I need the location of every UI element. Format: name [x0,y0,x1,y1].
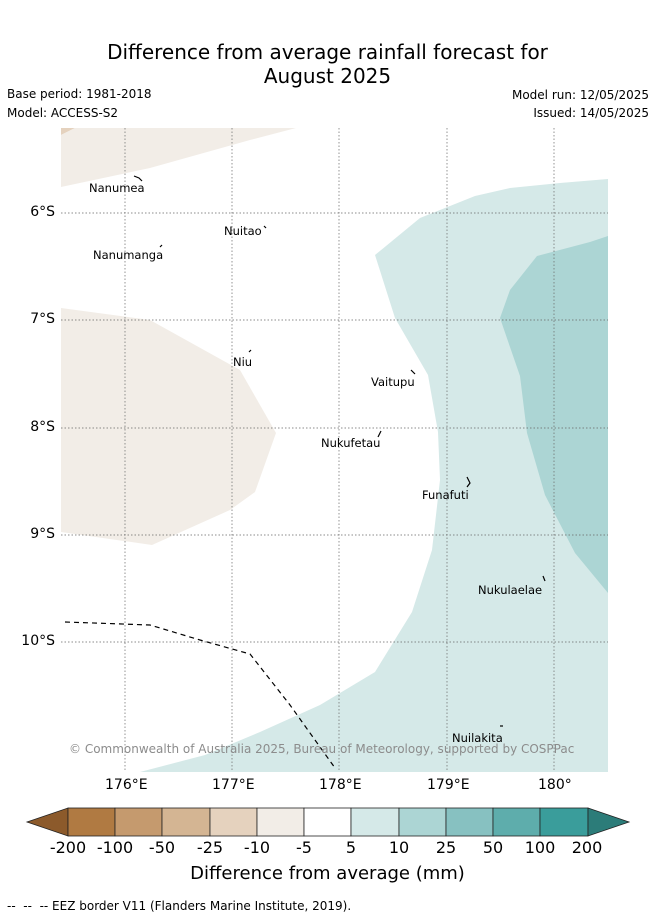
issued-date: Issued: 14/05/2025 [533,106,649,120]
lat-tick-7s: 7°S [30,311,55,327]
above-average-region-east [140,179,608,772]
nukulaelae-atoll-icon [542,575,546,582]
lat-tick-9s: 9°S [30,526,55,542]
colorbar-label: 25 [435,838,457,857]
lat-tick-8s: 8°S [30,419,55,435]
lon-tick-178e: 178°E [319,777,362,793]
colorbar-label: -25 [196,838,224,857]
island-label-nanumanga: Nanumanga [93,248,164,262]
island-label-nuilakita: Nuilakita [452,731,503,745]
above-average-region-east-strong [500,236,608,593]
copyright-notice: © Commonwealth of Australia 2025, Bureau… [69,742,575,756]
nuitao-atoll-icon [263,225,267,229]
lon-tick-177e: 177°E [212,777,255,793]
nukufetau-atoll-icon [377,430,382,438]
nanumea-atoll-icon [133,175,143,182]
lon-tick-179e: 179°E [427,777,470,793]
niu-atoll-icon [248,349,252,353]
colorbar-label: 100 [524,838,556,857]
island-label-nanumea: Nanumea [89,181,145,195]
title-line-2: August 2025 [263,64,392,88]
lon-tick-180: 180° [538,777,572,793]
island-label-funafuti: Funafuti [422,488,469,502]
colorbar-label: -100 [96,838,134,857]
colorbar-label: 50 [482,838,504,857]
colorbar-title: Difference from average (mm) [190,863,465,884]
eez-border [64,621,336,769]
colorbar-label: -5 [296,838,312,857]
base-period: Base period: 1981-2018 [7,87,152,101]
island-label-nukufetau: Nukufetau [321,436,381,450]
colorbar-label: -200 [49,838,87,857]
below-average-region-west [61,308,276,545]
funafuti-atoll-icon [466,476,471,488]
island-label-niu: Niu [233,355,253,369]
colorbar-label: -50 [148,838,176,857]
colorbar-label: 200 [571,838,603,857]
colorbar-label: 5 [345,838,357,857]
colorbar [25,807,631,837]
colorbar-label: -10 [243,838,271,857]
island-label-vaitupu: Vaitupu [371,375,415,389]
vaitupu-atoll-icon [410,369,416,375]
map-title: Difference from average rainfall forecas… [0,40,655,88]
island-label-nukulaelae: Nukulaelae [478,583,543,597]
model-name: Model: ACCESS-S2 [7,106,119,120]
below-average-region-top [61,128,296,187]
island-label-nuitao: Nuitao [224,224,262,238]
lon-tick-176e: 176°E [105,777,148,793]
lat-tick-6s: 6°S [30,204,55,220]
lat-tick-10s: 10°S [21,633,55,649]
title-line-1: Difference from average rainfall forecas… [107,40,548,64]
nanumanga-atoll-icon [159,244,163,248]
eez-footnote: -- -- -- EEZ border V11 (Flanders Marine… [7,899,352,913]
colorbar-label: 10 [388,838,410,857]
model-run: Model run: 12/05/2025 [511,88,649,102]
